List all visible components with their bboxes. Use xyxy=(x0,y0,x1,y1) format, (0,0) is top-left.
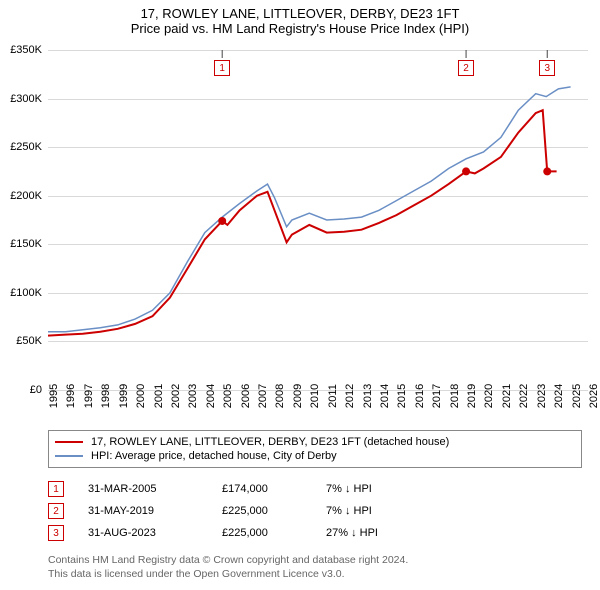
title-line-1: 17, ROWLEY LANE, LITTLEOVER, DERBY, DE23… xyxy=(10,6,590,21)
transaction-number: 3 xyxy=(48,525,64,541)
legend: 17, ROWLEY LANE, LITTLEOVER, DERBY, DE23… xyxy=(48,430,582,468)
y-axis-label: £200K xyxy=(10,190,42,202)
transaction-price: £225,000 xyxy=(222,527,302,539)
footer: Contains HM Land Registry data © Crown c… xyxy=(48,554,568,581)
chart-lines xyxy=(48,50,588,390)
y-axis-label: £0 xyxy=(30,384,42,396)
title-line-2: Price paid vs. HM Land Registry's House … xyxy=(10,21,590,36)
transaction-dot xyxy=(543,167,551,175)
transaction-dot xyxy=(462,167,470,175)
transaction-date: 31-MAR-2005 xyxy=(88,483,198,495)
transaction-price: £174,000 xyxy=(222,483,302,495)
transaction-number: 2 xyxy=(48,503,64,519)
series-hpi xyxy=(48,87,571,332)
transaction-date: 31-MAY-2019 xyxy=(88,505,198,517)
legend-item: HPI: Average price, detached house, City… xyxy=(55,449,575,463)
x-axis-label: 2026 xyxy=(588,384,600,408)
legend-item: 17, ROWLEY LANE, LITTLEOVER, DERBY, DE23… xyxy=(55,435,575,449)
y-axis-label: £300K xyxy=(10,93,42,105)
chart: £0£50K£100K£150K£200K£250K£300K£350K1995… xyxy=(48,50,588,390)
y-axis-label: £350K xyxy=(10,44,42,56)
transaction-row: 1 31-MAR-2005 £174,000 7% ↓ HPI xyxy=(48,478,568,500)
transaction-diff: 7% ↓ HPI xyxy=(326,483,426,495)
y-axis-label: £50K xyxy=(16,335,42,347)
legend-label: HPI: Average price, detached house, City… xyxy=(91,450,337,462)
transaction-row: 2 31-MAY-2019 £225,000 7% ↓ HPI xyxy=(48,500,568,522)
y-axis-label: £250K xyxy=(10,141,42,153)
transaction-diff: 7% ↓ HPI xyxy=(326,505,426,517)
footer-line-1: Contains HM Land Registry data © Crown c… xyxy=(48,554,568,568)
y-axis-label: £100K xyxy=(10,287,42,299)
transaction-price: £225,000 xyxy=(222,505,302,517)
transaction-number: 1 xyxy=(48,481,64,497)
title-block: 17, ROWLEY LANE, LITTLEOVER, DERBY, DE23… xyxy=(0,0,600,38)
footer-line-2: This data is licensed under the Open Gov… xyxy=(48,568,568,582)
legend-swatch xyxy=(55,441,83,443)
transaction-dot xyxy=(218,217,226,225)
y-axis-label: £150K xyxy=(10,238,42,250)
transaction-diff: 27% ↓ HPI xyxy=(326,527,426,539)
plot-area: £0£50K£100K£150K£200K£250K£300K£350K1995… xyxy=(48,50,588,390)
transaction-date: 31-AUG-2023 xyxy=(88,527,198,539)
transaction-row: 3 31-AUG-2023 £225,000 27% ↓ HPI xyxy=(48,522,568,544)
series-property xyxy=(48,110,557,335)
legend-label: 17, ROWLEY LANE, LITTLEOVER, DERBY, DE23… xyxy=(91,436,449,448)
legend-swatch xyxy=(55,455,83,457)
transactions-table: 1 31-MAR-2005 £174,000 7% ↓ HPI 2 31-MAY-2019… xyxy=(48,478,568,544)
